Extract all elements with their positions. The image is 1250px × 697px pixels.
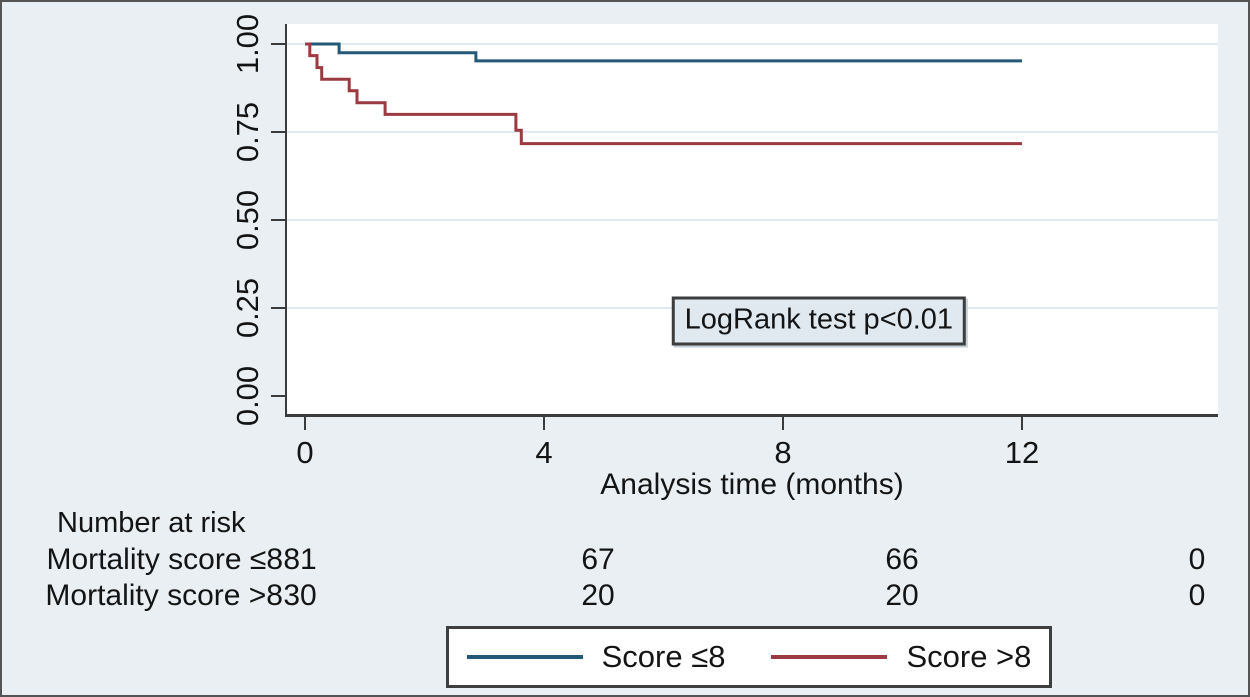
- y-tick: [271, 43, 285, 45]
- risk-value: 0: [1188, 543, 1206, 576]
- y-tick-label: 0.75: [230, 101, 265, 163]
- risk-row-label: Mortality score >8: [45, 579, 283, 612]
- risk-value: 66: [885, 543, 919, 576]
- legend-item-1: Score >8: [771, 639, 1031, 675]
- legend: Score ≤8 Score >8: [446, 626, 1052, 688]
- y-tick-label: 0.50: [230, 189, 265, 251]
- y-tick-label: 1.00: [230, 13, 265, 75]
- risk-value: 81: [283, 543, 317, 576]
- legend-line-swatch: [771, 655, 888, 659]
- risk-value: 0: [1188, 579, 1206, 612]
- plot-area: LogRank test p<0.01: [285, 24, 1218, 417]
- y-tick-label: 0.25: [230, 277, 265, 339]
- risk-row-label: Mortality score ≤8: [46, 543, 283, 576]
- risk-value: 67: [581, 543, 615, 576]
- y-tick-label: 0.00: [230, 365, 265, 427]
- survival-curves: [287, 42, 1218, 309]
- y-tick: [271, 131, 285, 133]
- x-tick-label: 0: [296, 435, 314, 470]
- logrank-annotation-text: LogRank test p<0.01: [684, 303, 954, 336]
- legend-line-swatch: [466, 655, 583, 659]
- risk-value: 30: [283, 579, 317, 612]
- x-tick-label: 8: [774, 435, 792, 470]
- logrank-annotation: LogRank test p<0.01: [671, 296, 967, 346]
- legend-item-0: Score ≤8: [466, 639, 726, 675]
- km-curve-0: [305, 42, 1022, 63]
- x-tick: [782, 417, 784, 430]
- x-tick-label: 4: [535, 435, 553, 470]
- legend-label: Score ≤8: [601, 639, 726, 674]
- x-axis-title: Analysis time (months): [600, 468, 904, 501]
- x-tick: [1021, 417, 1023, 430]
- y-tick: [271, 219, 285, 221]
- x-tick: [543, 417, 545, 430]
- risk-value: 20: [581, 579, 615, 612]
- x-tick: [304, 417, 306, 430]
- legend-label: Score >8: [906, 639, 1032, 674]
- risk-value: 20: [885, 579, 919, 612]
- km-curve-1: [305, 42, 1022, 146]
- x-tick-label: 12: [1004, 435, 1040, 470]
- y-tick: [271, 307, 285, 309]
- risk-table-title: Number at risk: [57, 507, 246, 539]
- y-tick: [271, 395, 285, 397]
